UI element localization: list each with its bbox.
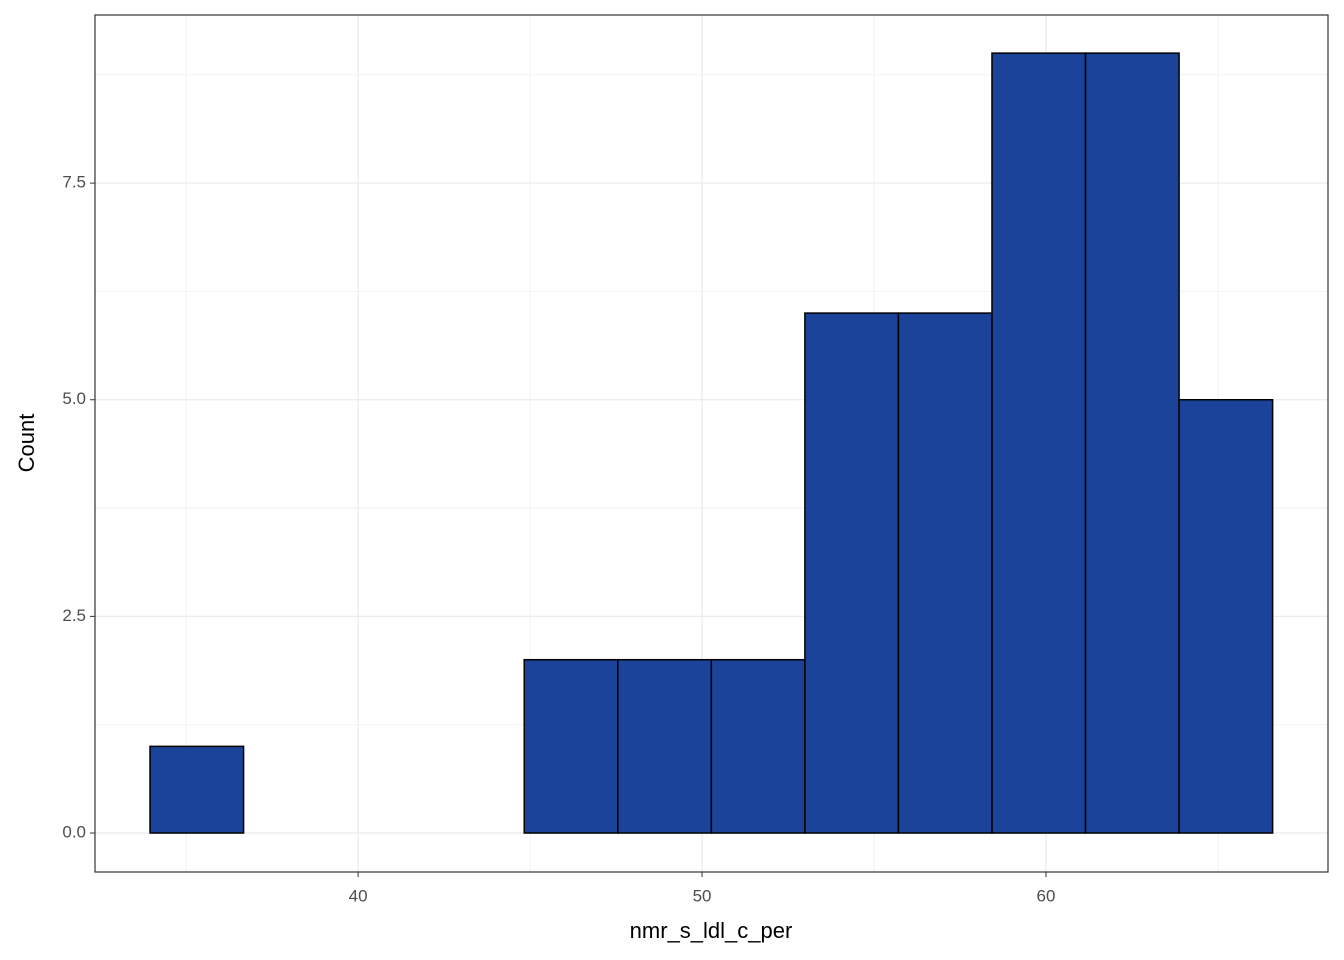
panel-border [94, 14, 1329, 873]
x-tick-label: 50 [693, 886, 712, 905]
bar [804, 312, 900, 834]
y-tick-label: 7.5 [62, 173, 86, 192]
y-axis-title: Count [14, 414, 39, 473]
x-tick-label: 60 [1037, 886, 1056, 905]
bar [523, 658, 619, 834]
x-tick-label: 40 [349, 886, 368, 905]
bar [149, 745, 245, 834]
bar [991, 52, 1087, 834]
y-tick-label: 0.0 [62, 822, 86, 841]
bar [710, 658, 806, 834]
x-axis-title: nmr_s_ldl_c_per [630, 918, 793, 943]
y-tick-label: 5.0 [62, 389, 86, 408]
bar [897, 312, 993, 834]
bar [617, 658, 713, 834]
bar [1178, 398, 1274, 834]
y-tick-label: 2.5 [62, 606, 86, 625]
bar [1084, 52, 1180, 834]
